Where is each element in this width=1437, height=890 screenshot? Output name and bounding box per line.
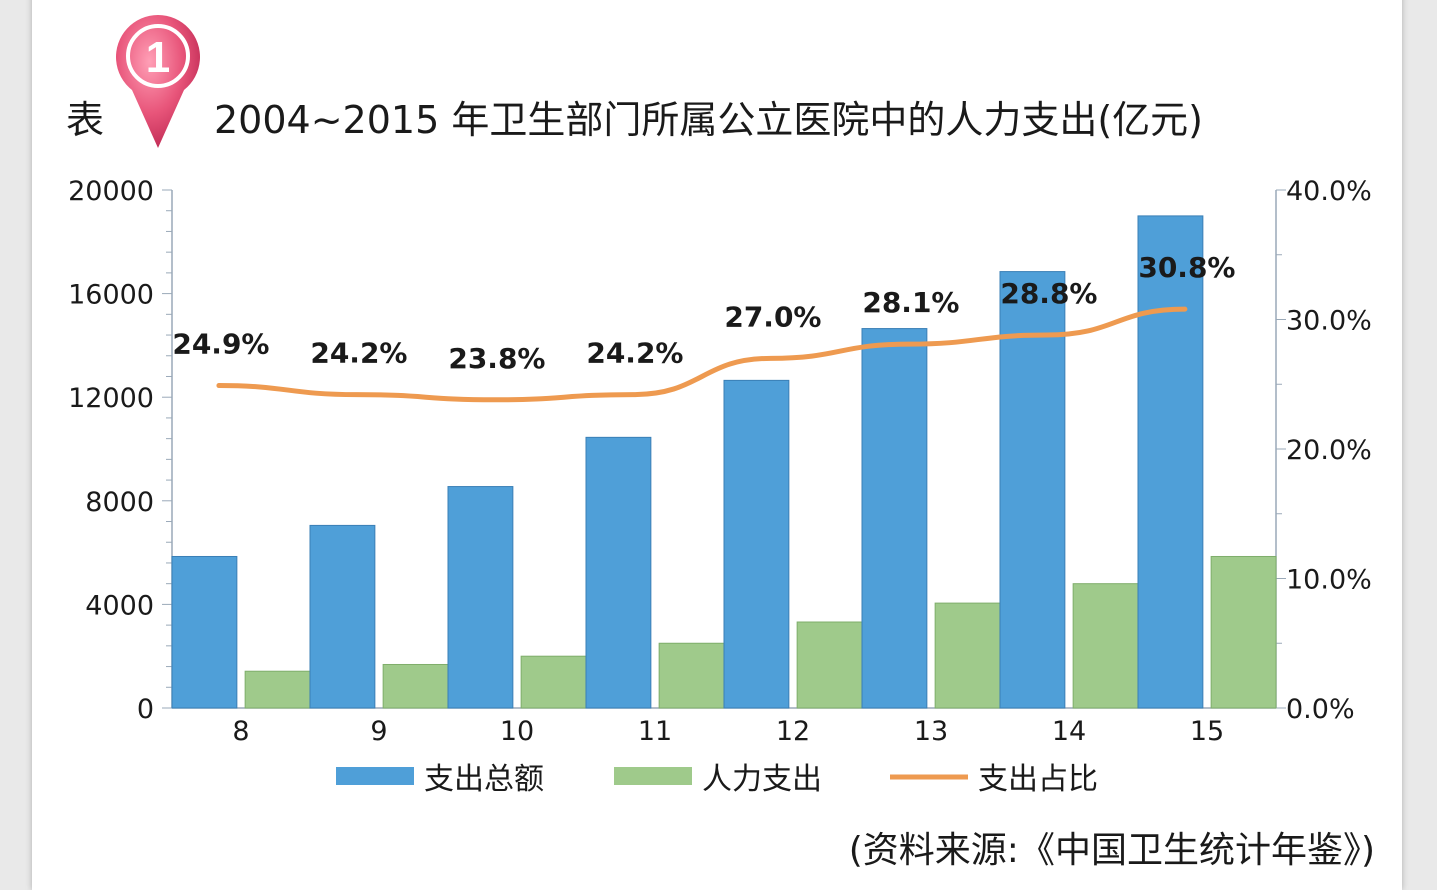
y-tick-label-right: 40.0%	[1286, 176, 1372, 207]
bar-total-12	[724, 380, 789, 708]
x-tick-label: 13	[914, 716, 948, 747]
bar-labor-8	[245, 671, 310, 708]
x-tick-label: 14	[1052, 716, 1086, 747]
chart-legend: 支出总额 人力支出 支出占比	[336, 762, 1098, 797]
ratio-data-label: 27.0%	[724, 300, 821, 333]
x-tick-label: 10	[500, 716, 534, 747]
ratio-data-label: 28.8%	[1000, 277, 1097, 310]
chart-title: 2004~2015 年卫生部门所属公立医院中的人力支出(亿元)	[214, 92, 1203, 148]
y-tick-label-right: 0.0%	[1286, 694, 1355, 725]
y-tick-label-left: 4000	[85, 590, 154, 621]
x-tick-label: 8	[232, 716, 249, 747]
x-tick-label: 11	[638, 716, 672, 747]
bar-labor-13	[935, 603, 1000, 708]
bar-labor-12	[797, 622, 862, 708]
chart-bars	[172, 216, 1276, 708]
y-tick-label-left: 16000	[68, 280, 154, 311]
x-tick-label: 12	[776, 716, 810, 747]
y-tick-label-left: 8000	[85, 487, 154, 518]
pin-number: 1	[146, 33, 170, 82]
bar-total-8	[172, 556, 237, 708]
bar-labor-11	[659, 643, 724, 708]
bar-labor-15	[1211, 556, 1276, 708]
legend-label: 人力支出	[702, 762, 822, 797]
y-tick-label-left: 20000	[68, 176, 154, 207]
source-note: (资料来源:《中国卫生统计年鉴》)	[849, 826, 1375, 876]
ratio-data-label: 23.8%	[448, 342, 545, 375]
ratio-data-label: 24.9%	[172, 328, 269, 361]
bar-total-9	[310, 525, 375, 708]
bar-total-10	[448, 487, 513, 708]
y-tick-label-left: 12000	[68, 383, 154, 414]
bar-total-15	[1138, 216, 1203, 708]
bar-labor-9	[383, 664, 448, 708]
x-tick-label: 15	[1190, 716, 1224, 747]
legend-label: 支出占比	[978, 762, 1098, 797]
y-tick-label-left: 0	[137, 694, 154, 725]
ratio-data-label: 28.1%	[862, 286, 959, 319]
legend-swatch	[614, 767, 692, 785]
ratio-data-label: 24.2%	[310, 337, 407, 370]
bar-labor-14	[1073, 584, 1138, 708]
bar-total-11	[586, 437, 651, 708]
table-prefix: 表	[66, 92, 104, 148]
bar-total-13	[862, 329, 927, 708]
y-tick-label-right: 10.0%	[1286, 565, 1372, 596]
ratio-data-label: 30.8%	[1138, 251, 1235, 284]
bar-labor-10	[521, 656, 586, 708]
ratio-data-label: 24.2%	[586, 337, 683, 370]
x-tick-label: 9	[370, 716, 387, 747]
legend-swatch	[336, 767, 414, 785]
chart-title-row: 表 1 2004~2015 年卫生部门所属公立医院中的人力支出(亿元)	[66, 92, 1366, 152]
y-tick-label-right: 30.0%	[1286, 306, 1372, 337]
legend-label: 支出总额	[424, 762, 544, 797]
number-pin-icon: 1	[110, 10, 206, 150]
chart-ratio-line: 24.9% 24.2% 23.8% 24.2% 27.0% 28.1% 28.8% 30.8%	[172, 251, 1235, 400]
y-tick-label-right: 20.0%	[1286, 435, 1372, 466]
